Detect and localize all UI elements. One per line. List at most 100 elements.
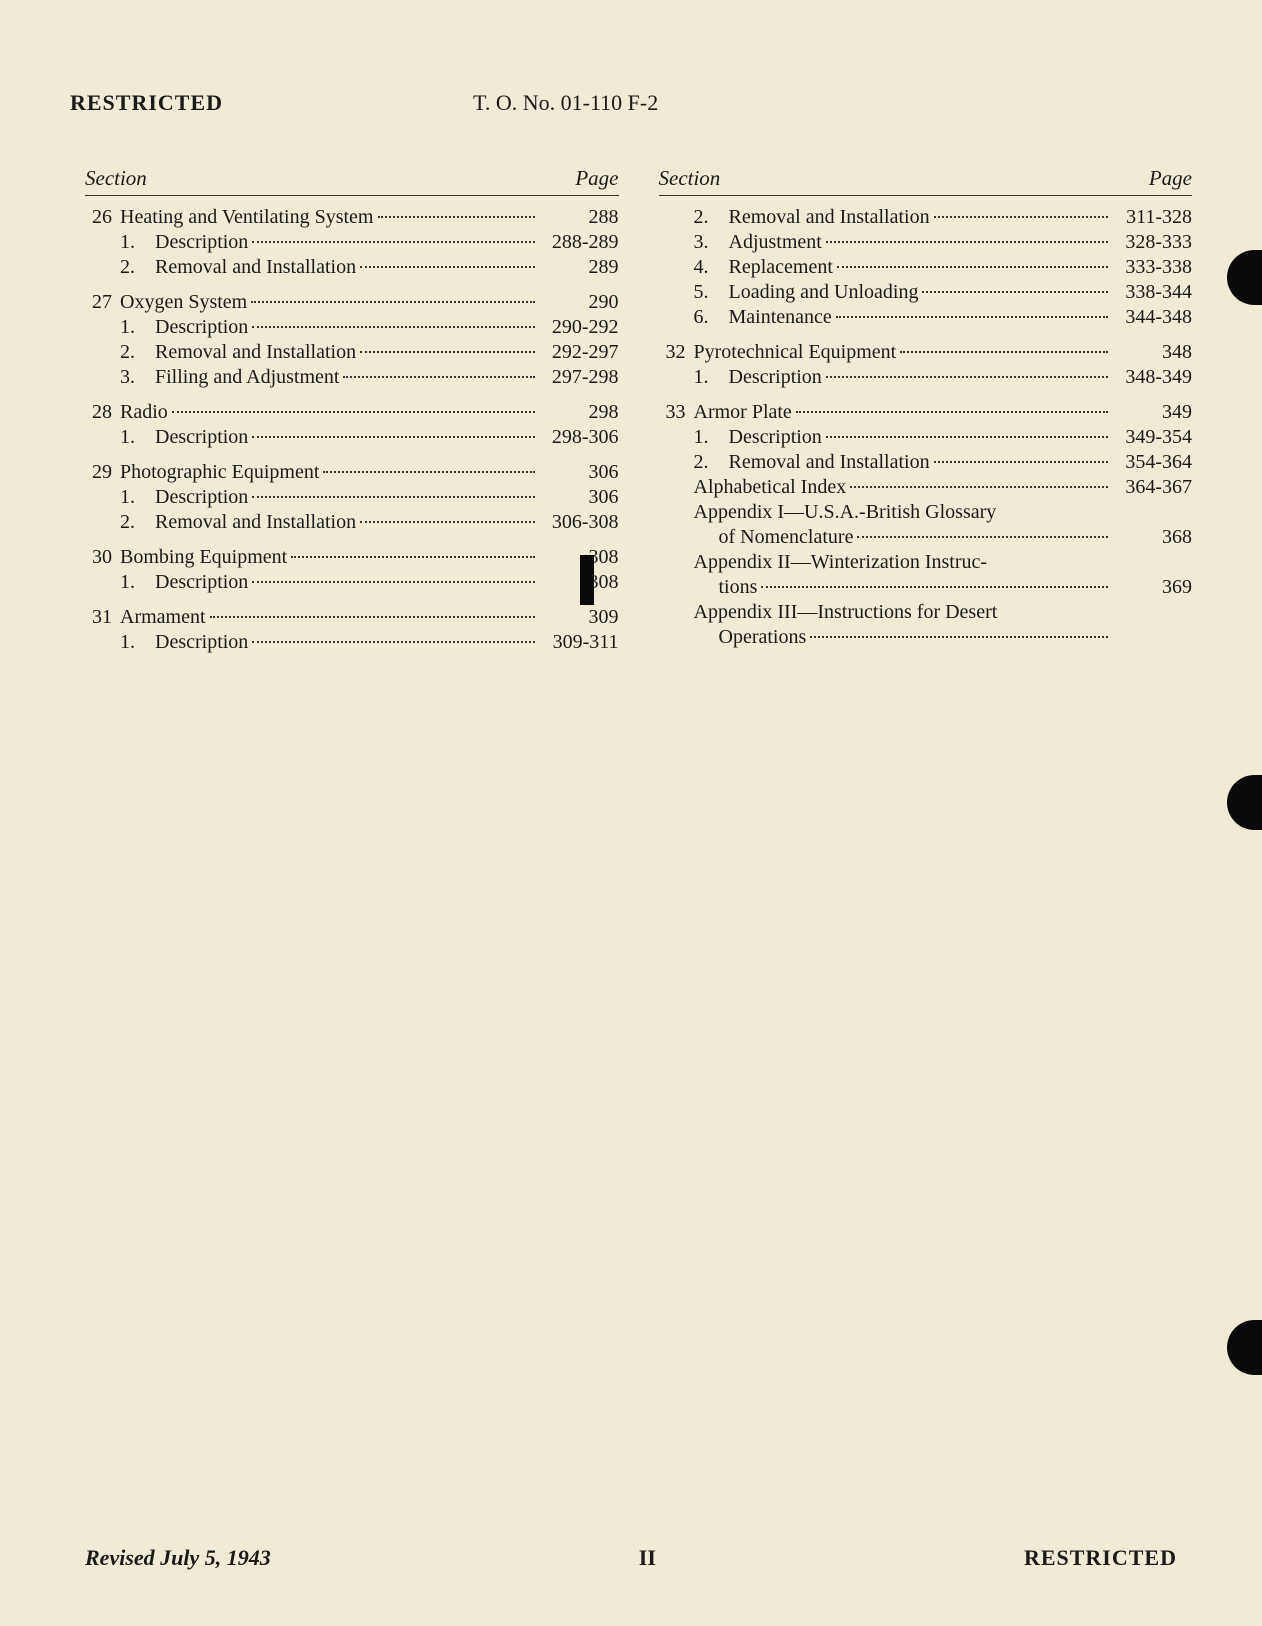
toc-entry-title: Removal and Installation — [729, 206, 930, 229]
sub-number: 2. — [120, 511, 155, 534]
toc-entry-title: Description — [155, 316, 248, 339]
toc-page-number: 349 — [1112, 401, 1192, 424]
page-header: RESTRICTED T. O. No. 01-110 F-2 — [60, 90, 1202, 116]
section-label: Section — [85, 166, 147, 191]
toc-page-number: 308 — [539, 571, 619, 594]
toc-page-number: 290 — [539, 291, 619, 314]
document-number: T. O. No. 01-110 F-2 — [473, 90, 658, 116]
toc-sub-row: 1. Description 290-292 — [85, 316, 619, 339]
section-number: 31 — [85, 606, 120, 629]
toc-entry-title: Heating and Ventilating System — [120, 206, 374, 229]
toc-section-group: 32 Pyrotechnical Equipment 348 1. Descri… — [659, 341, 1193, 389]
page-label: Page — [575, 166, 618, 191]
toc-section-group: 30 Bombing Equipment 308 1. Description … — [85, 546, 619, 594]
column-header-right: Section Page — [659, 166, 1193, 196]
sub-number: 4. — [694, 256, 729, 279]
toc-sub-row: 1. Description 309-311 — [85, 631, 619, 654]
sub-number: 1. — [120, 231, 155, 254]
toc-page-number: 328-333 — [1112, 231, 1192, 254]
toc-entry-title: Removal and Installation — [729, 451, 930, 474]
toc-extra-row-cont: tions 369 — [659, 576, 1193, 599]
section-number: 30 — [85, 546, 120, 569]
section-number: 32 — [659, 341, 694, 364]
revision-date: Revised July 5, 1943 — [85, 1545, 271, 1571]
toc-entry-title: Replacement — [729, 256, 833, 279]
sub-number: 2. — [694, 206, 729, 229]
sub-number: 3. — [120, 366, 155, 389]
toc-page-number: 354-364 — [1112, 451, 1192, 474]
toc-page-number: 369 — [1112, 576, 1192, 599]
toc-entry-title: Description — [155, 631, 248, 654]
toc-section-row: 29 Photographic Equipment 306 — [85, 461, 619, 484]
toc-entry-title: Oxygen System — [120, 291, 247, 314]
toc-sub-row: 3. Filling and Adjustment 297-298 — [85, 366, 619, 389]
toc-entry-title: Description — [155, 486, 248, 509]
toc-page-number: 344-348 — [1112, 306, 1192, 329]
binder-mark-icon — [580, 555, 594, 605]
toc-extra-row: Alphabetical Index 364-367 — [659, 476, 1193, 499]
sub-number: 6. — [694, 306, 729, 329]
column-header-left: Section Page — [85, 166, 619, 196]
toc-sub-row: 1. Description 306 — [85, 486, 619, 509]
toc-section-group: 31 Armament 309 1. Description 309-311 — [85, 606, 619, 654]
toc-page-number: 298 — [539, 401, 619, 424]
toc-entry-title: Armament — [120, 606, 206, 629]
toc-entry-title: Description — [729, 366, 822, 389]
sub-number: 3. — [694, 231, 729, 254]
toc-page-number: 288-289 — [539, 231, 619, 254]
page-number: II — [639, 1545, 656, 1571]
toc-section-row: 30 Bombing Equipment 308 — [85, 546, 619, 569]
toc-page-number: 311-328 — [1112, 206, 1192, 229]
toc-sub-row: 4. Replacement 333-338 — [659, 256, 1193, 279]
toc-entry-title: Description — [155, 231, 248, 254]
toc-entry-title: Armor Plate — [694, 401, 792, 424]
toc-sub-row: 1. Description 298-306 — [85, 426, 619, 449]
toc-page-number: 348 — [1112, 341, 1192, 364]
toc-section-group: 33 Armor Plate 349 1. Description 349-35… — [659, 401, 1193, 649]
toc-entry-title: Pyrotechnical Equipment — [694, 341, 897, 364]
toc-page-number: 292-297 — [539, 341, 619, 364]
toc-page-number: 368 — [1112, 526, 1192, 549]
toc-extra-row: Appendix I—U.S.A.-British Glossary — [659, 501, 1193, 524]
right-column: Section Page 2. Removal and Installation… — [659, 166, 1193, 666]
toc-page-number: 306-308 — [539, 511, 619, 534]
punch-hole-icon — [1227, 250, 1262, 305]
toc-page-number: 308 — [539, 546, 619, 569]
sub-number: 2. — [120, 341, 155, 364]
section-number: 28 — [85, 401, 120, 424]
toc-entry-title: Bombing Equipment — [120, 546, 287, 569]
section-number: 33 — [659, 401, 694, 424]
section-number: 29 — [85, 461, 120, 484]
page-label: Page — [1149, 166, 1192, 191]
toc-extra-row: Appendix II—Winterization Instruc- — [659, 551, 1193, 574]
sub-number: 1. — [120, 426, 155, 449]
toc-page-number: 338-344 — [1112, 281, 1192, 304]
sub-number: 1. — [120, 486, 155, 509]
toc-section-group: 29 Photographic Equipment 306 1. Descrip… — [85, 461, 619, 534]
toc-entry-title: Operations — [719, 626, 807, 649]
sub-number: 1. — [694, 426, 729, 449]
toc-section-row: 32 Pyrotechnical Equipment 348 — [659, 341, 1193, 364]
toc-sub-row: 1. Description 308 — [85, 571, 619, 594]
toc-sub-row: 2. Removal and Installation 306-308 — [85, 511, 619, 534]
toc-sub-row: 2. Removal and Installation 311-328 — [659, 206, 1193, 229]
sub-number: 1. — [120, 631, 155, 654]
toc-section-row: 26 Heating and Ventilating System 288 — [85, 206, 619, 229]
punch-hole-icon — [1227, 1320, 1262, 1375]
classification-bottom: RESTRICTED — [1024, 1545, 1177, 1571]
sub-number: 5. — [694, 281, 729, 304]
toc-section-row: 31 Armament 309 — [85, 606, 619, 629]
toc-extra-row: Appendix III—Instructions for Desert — [659, 601, 1193, 624]
toc-page-number: 306 — [539, 461, 619, 484]
sub-number: 1. — [120, 571, 155, 594]
sub-number: 2. — [694, 451, 729, 474]
toc-entry-title: Description — [155, 426, 248, 449]
toc-sub-row: 6. Maintenance 344-348 — [659, 306, 1193, 329]
toc-extra-row-cont: of Nomenclature 368 — [659, 526, 1193, 549]
toc-extra-row-cont: Operations — [659, 626, 1193, 649]
toc-page-number: 309 — [539, 606, 619, 629]
section-label: Section — [659, 166, 721, 191]
section-number: 26 — [85, 206, 120, 229]
toc-entry-title: Loading and Unloading — [729, 281, 919, 304]
left-column: Section Page 26 Heating and Ventilating … — [85, 166, 619, 666]
